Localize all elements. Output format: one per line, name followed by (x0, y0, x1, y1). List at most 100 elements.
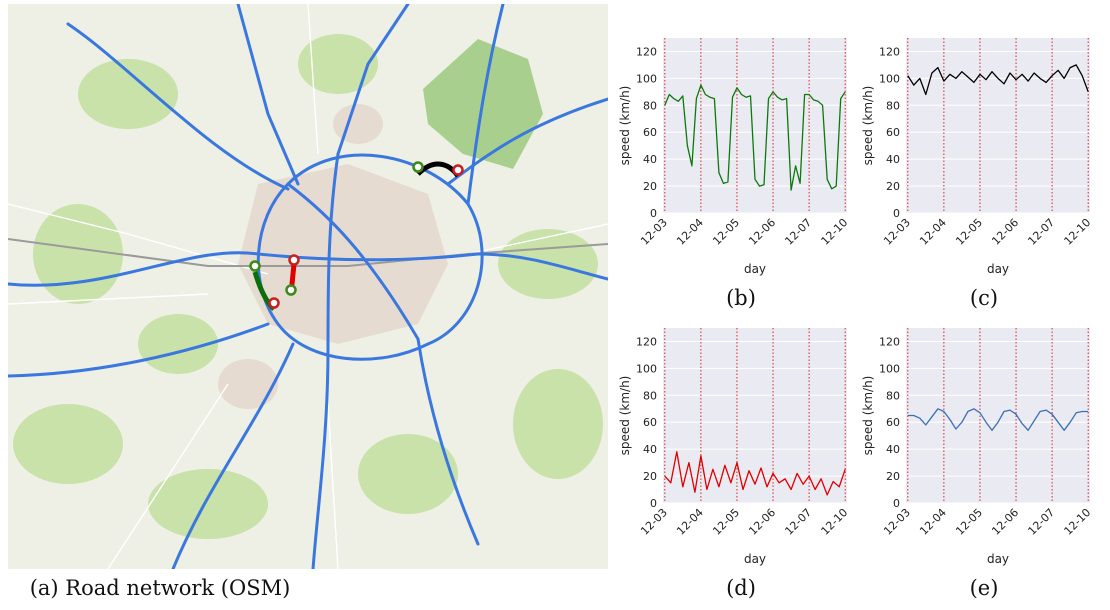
chart-panel-c: 0 20 40 60 80 100 120 12-03 12-04 12-05 12-06 12-07… (858, 28, 1103, 283)
y-tick-label: 60 (886, 416, 900, 429)
speed-series-line (664, 451, 846, 496)
minor-road (327, 403, 339, 570)
highway-south (311, 347, 330, 571)
highway-north (236, 2, 300, 186)
x-tick-label: 12-06 (989, 216, 1021, 248)
highway-south-west (171, 342, 295, 571)
highway-south-east (416, 337, 480, 546)
y-tick-label: 0 (650, 497, 657, 510)
chart-panel-d: 0 20 40 60 80 100 120 12-03 12-04 12-05 12-06 12-07… (615, 318, 860, 573)
y-tick-label: 60 (886, 126, 900, 139)
y-tick-label: 80 (886, 389, 900, 402)
end-marker-icon (268, 297, 280, 309)
y-tick-label: 0 (650, 207, 657, 220)
chart-b: 0 20 40 60 80 100 120 12-03 12-04 12-05 12-06 12-07… (618, 38, 851, 276)
x-axis-label: day (744, 552, 766, 566)
y-axis-label: speed (km/h) (861, 86, 875, 166)
y-axis-label: speed (km/h) (861, 376, 875, 456)
x-tick-label: 12-03 (881, 506, 913, 538)
park-area (33, 204, 123, 304)
park-area (13, 404, 123, 484)
urban-area (333, 104, 383, 144)
land-use-layer (13, 34, 603, 539)
start-marker-icon (285, 284, 297, 296)
minor-road (107, 383, 229, 570)
map-caption: (a) Road network (OSM) (29, 576, 291, 600)
y-tick-label: 60 (643, 416, 657, 429)
highway-north-west (66, 22, 290, 191)
y-tick-label: 120 (636, 45, 657, 58)
minor-road (7, 203, 269, 275)
speed-series-line (907, 408, 1089, 431)
road-network-map (6, 2, 610, 571)
x-tick-label: 12-04 (674, 216, 706, 248)
end-marker-icon (452, 164, 464, 176)
x-tick-label: 12-10 (1062, 506, 1094, 538)
x-tick-label: 12-03 (638, 216, 670, 248)
x-tick-label: 12-06 (746, 506, 778, 538)
chart-caption-c: (c) (969, 286, 999, 310)
chart-caption-e: (e) (969, 576, 999, 600)
start-marker-icon (412, 161, 424, 173)
speed-series-line (664, 84, 846, 191)
highway-north-east (336, 2, 410, 156)
y-tick-label: 120 (636, 335, 657, 348)
minor-road (467, 223, 609, 255)
x-axis-label: day (987, 552, 1009, 566)
minor-road (307, 3, 319, 155)
x-tick-label: 12-03 (881, 216, 913, 248)
y-tick-label: 80 (643, 389, 657, 402)
x-tick-label: 12-06 (989, 506, 1021, 538)
park-area (78, 59, 178, 129)
x-tick-label: 12-07 (782, 216, 814, 248)
x-tick-label: 12-05 (953, 216, 985, 248)
y-tick-label: 60 (643, 126, 657, 139)
chart-panel-e: 0 20 40 60 80 100 120 12-03 12-04 12-05 12-06 12-07… (858, 318, 1103, 573)
x-axis-label: day (744, 262, 766, 276)
end-marker-icon (288, 254, 300, 266)
highway-inner-1 (286, 182, 420, 341)
x-tick-label: 12-10 (819, 506, 851, 538)
park-area (358, 434, 458, 514)
y-tick-label: 80 (886, 99, 900, 112)
minor-roads (7, 3, 609, 570)
start-marker-icon (249, 260, 261, 272)
highway-inner-2 (256, 252, 480, 262)
park-area (513, 369, 603, 479)
y-tick-label: 100 (879, 362, 900, 375)
x-tick-label: 12-05 (710, 506, 742, 538)
x-tick-label: 12-07 (782, 506, 814, 538)
highway-west (6, 251, 260, 287)
x-tick-label: 12-04 (917, 506, 949, 538)
map-canvas (6, 2, 610, 571)
highway-east (476, 252, 610, 281)
urban-area (218, 359, 278, 409)
y-tick-label: 100 (636, 72, 657, 85)
y-axis-label: speed (km/h) (618, 86, 632, 166)
x-tick-label: 12-05 (953, 506, 985, 538)
y-tick-label: 100 (636, 362, 657, 375)
plot-area (663, 38, 847, 213)
y-tick-label: 20 (886, 180, 900, 193)
x-tick-label: 12-10 (819, 216, 851, 248)
x-axis-label: day (987, 262, 1009, 276)
y-tick-label: 40 (643, 443, 657, 456)
park-area (148, 469, 268, 539)
y-tick-label: 20 (886, 470, 900, 483)
highway-west-south (6, 322, 270, 378)
plot-area (906, 38, 1090, 213)
park-area (138, 314, 218, 374)
y-axis-label: speed (km/h) (618, 376, 632, 456)
x-tick-label: 12-05 (710, 216, 742, 248)
y-tick-label: 80 (643, 99, 657, 112)
y-tick-label: 0 (893, 497, 900, 510)
y-tick-label: 0 (893, 207, 900, 220)
highway-north-east-2 (466, 2, 505, 206)
chart-caption-d: (d) (726, 576, 756, 600)
y-tick-label: 20 (643, 470, 657, 483)
plot-area (906, 328, 1090, 503)
chart-caption-b: (b) (726, 286, 756, 310)
urban-area (238, 164, 448, 344)
y-tick-label: 40 (643, 153, 657, 166)
railway-line (7, 238, 609, 267)
